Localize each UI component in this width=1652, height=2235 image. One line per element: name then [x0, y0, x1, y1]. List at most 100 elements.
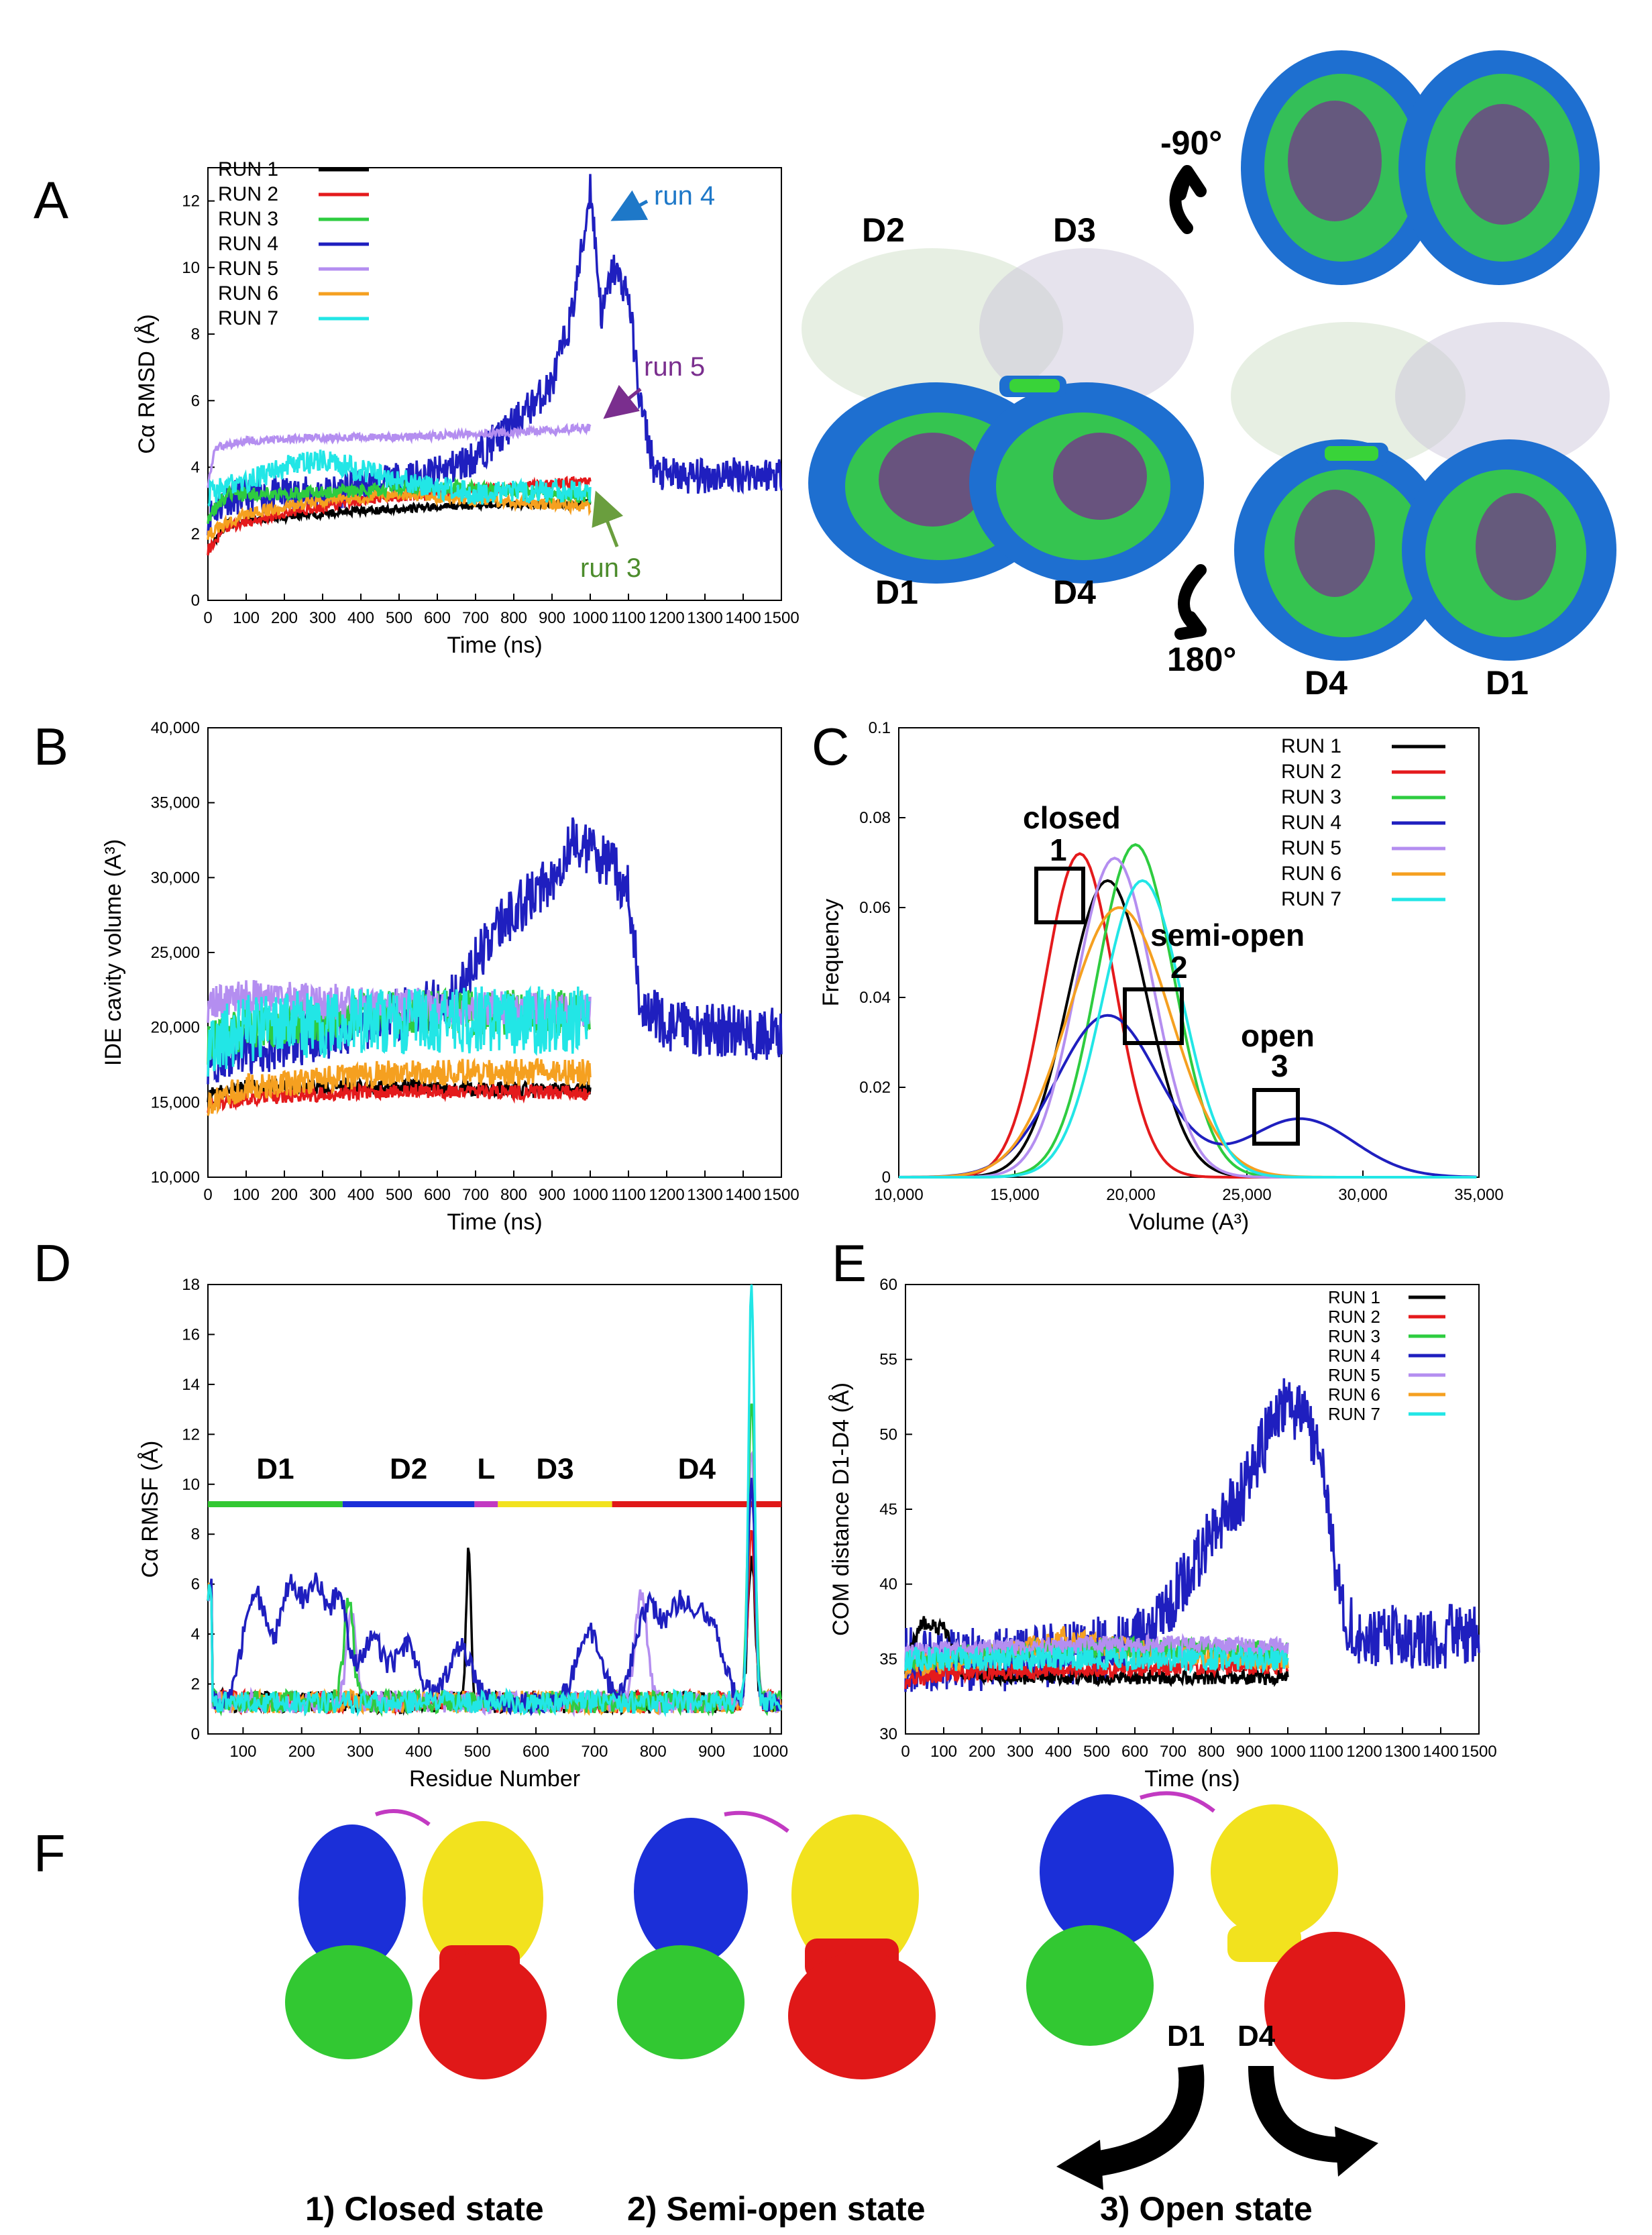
- x-tick-label: 900: [539, 609, 565, 627]
- x-tick-label: 600: [424, 1186, 451, 1204]
- x-tick-label: 400: [1045, 1743, 1072, 1761]
- x-tick-label: 800: [500, 609, 527, 627]
- y-tick-label: 6: [191, 1576, 200, 1594]
- rotate-arrow-top-icon: [1169, 165, 1207, 234]
- y-tick-label: 0.1: [869, 719, 891, 737]
- x-axis-label: Time (ns): [447, 1209, 542, 1235]
- closed-box: [1034, 867, 1085, 924]
- x-tick-label: 15,000: [990, 1186, 1039, 1204]
- y-tick-label: 55: [879, 1351, 897, 1369]
- panel-letter-f: F: [34, 1824, 66, 1883]
- x-tick-label: 500: [386, 609, 412, 627]
- x-tick-label: 400: [347, 609, 374, 627]
- semi-open-label: semi-open: [1150, 918, 1305, 952]
- plot-frame: [207, 167, 782, 601]
- x-tick-label: 1100: [1309, 1743, 1343, 1761]
- y-tick-label: 10: [182, 1476, 200, 1494]
- x-tick-label: 1100: [611, 609, 646, 627]
- x-tick-label: 900: [539, 1186, 565, 1204]
- y-tick-label: 40: [879, 1576, 897, 1594]
- x-tick-label: 1300: [687, 609, 722, 627]
- x-axis-label: Time (ns): [447, 633, 542, 658]
- caption-semi-open-state: 2) Semi-open state: [627, 2190, 926, 2228]
- y-tick-label: 0.06: [859, 899, 891, 917]
- domain-label-l: L: [477, 1453, 495, 1486]
- y-tick-label: 0.08: [859, 809, 891, 827]
- x-tick-label: 100: [229, 1743, 256, 1761]
- x-tick-label: 20,000: [1106, 1186, 1155, 1204]
- y-tick-label: 2: [191, 525, 200, 543]
- y-tick-label: 35: [879, 1650, 897, 1668]
- series-line-run-7: [207, 449, 592, 507]
- x-tick-label: 300: [309, 609, 336, 627]
- open-label-d1: D1: [1167, 2020, 1205, 2053]
- open-label: open: [1241, 1018, 1315, 1053]
- y-tick-label: 8: [191, 1525, 200, 1543]
- legend-entry-run-5: RUN 5: [218, 258, 278, 280]
- domain-label-d3: D3: [536, 1453, 573, 1486]
- x-axis-label: Residue Number: [409, 1766, 580, 1792]
- x-axis-label: Volume (A³): [1129, 1209, 1250, 1235]
- bottom-domain-label-d4: D4: [1305, 664, 1347, 702]
- x-tick-label: 900: [1236, 1743, 1263, 1761]
- caption-open-state: 3) Open state: [1100, 2190, 1313, 2228]
- series-line-run-2: [904, 1657, 1289, 1690]
- panel-a-annotations: run 4 run 5 run 3: [580, 181, 715, 583]
- legend-entry-run-4: RUN 4: [1328, 1346, 1380, 1366]
- y-tick-label: 15,000: [151, 1093, 200, 1111]
- legend-entry-run-3: RUN 3: [1328, 1326, 1380, 1346]
- domain-label-d1: D1: [875, 574, 918, 611]
- x-tick-label: 1100: [611, 1186, 646, 1204]
- y-tick-label: 14: [182, 1376, 200, 1394]
- x-tick-label: 100: [233, 1186, 260, 1204]
- chart-d-rmsf: 100 200 300 400 500 600 700 800 900 1000 0 2 4 6 8 10 12…: [137, 1276, 788, 1792]
- y-tick-label: 2: [191, 1676, 200, 1694]
- run3-annotation: run 3: [580, 553, 641, 583]
- y-tick-label: 12: [182, 193, 200, 211]
- run3-arrow: [592, 490, 624, 547]
- x-tick-label: 1400: [1423, 1743, 1458, 1761]
- legend-entry-run-3: RUN 3: [1281, 786, 1341, 808]
- x-tick-label: 1500: [763, 1186, 799, 1204]
- y-tick-label: 18: [182, 1276, 200, 1294]
- x-tick-label: 700: [581, 1743, 608, 1761]
- x-tick-label: 1300: [1384, 1743, 1420, 1761]
- chart-e-com-distance: 0 100 200 300 400 500 600 700 800 900 1000 1100 1200…: [828, 1276, 1497, 1792]
- x-tick-label: 1200: [649, 1186, 684, 1204]
- y-axis-label: COM distance D1-D4 (Å): [828, 1382, 854, 1636]
- x-tick-label: 25,000: [1222, 1186, 1271, 1204]
- legend-entry-run-4: RUN 4: [1281, 812, 1341, 834]
- open-state-structure: D1 D4: [1026, 1791, 1405, 2190]
- series-line-run-2: [207, 1529, 782, 1716]
- x-tick-label: 700: [462, 609, 489, 627]
- plot-frame: [207, 727, 782, 1178]
- legend-entry-run-2: RUN 2: [218, 183, 278, 205]
- x-tick-label: 0: [203, 609, 212, 627]
- y-tick-label: 25,000: [151, 944, 200, 962]
- y-tick-label: 0: [882, 1168, 891, 1187]
- legend-entry-run-7: RUN 7: [1328, 1404, 1380, 1424]
- x-tick-label: 1200: [649, 609, 684, 627]
- y-tick-label: 50: [879, 1425, 897, 1443]
- series-line-run-6: [207, 1479, 782, 1716]
- x-tick-label: 1000: [572, 1186, 608, 1204]
- domain-label-d4: D4: [678, 1453, 716, 1486]
- x-tick-label: 400: [405, 1743, 432, 1761]
- x-tick-label: 35,000: [1454, 1186, 1503, 1204]
- domain-label-d4: D4: [1053, 574, 1096, 611]
- run5-annotation: run 5: [644, 352, 705, 382]
- x-tick-label: 300: [1007, 1743, 1034, 1761]
- y-axis-label: Cα RMSF (Å): [137, 1441, 163, 1578]
- legend-entry-run-6: RUN 6: [1328, 1384, 1380, 1405]
- chart-c-volume-histogram: 10,000 15,000 20,000 25,000 30,000 35,000 0 0.0…: [818, 719, 1504, 1235]
- legend-entry-run-6: RUN 6: [218, 282, 278, 305]
- y-axis-label: IDE cavity volume (A³): [101, 839, 126, 1066]
- open-left-arrow-icon: [1097, 2064, 1205, 2176]
- x-tick-label: 1400: [725, 609, 761, 627]
- x-tick-label: 800: [1198, 1743, 1225, 1761]
- x-tick-label: 700: [1160, 1743, 1187, 1761]
- panel-letter-c: C: [812, 717, 849, 776]
- x-tick-label: 1500: [763, 609, 799, 627]
- y-tick-label: 60: [879, 1276, 897, 1294]
